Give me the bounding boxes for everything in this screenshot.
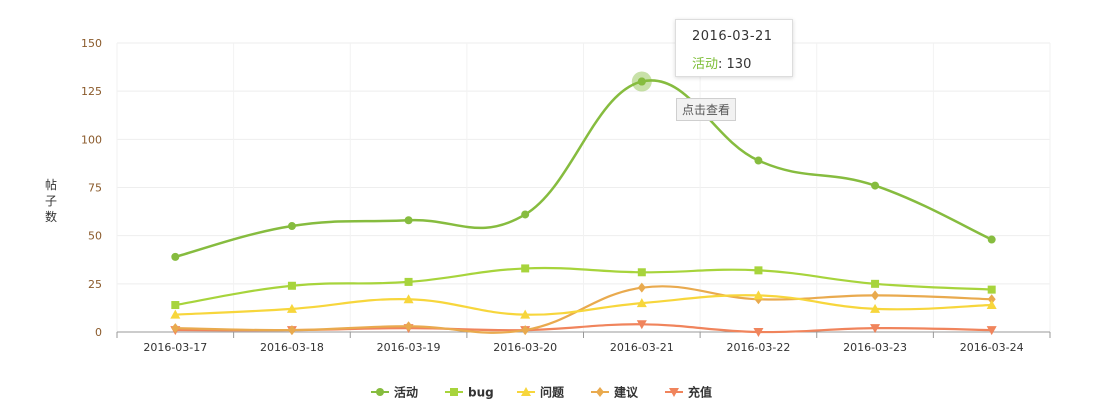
data-point xyxy=(636,298,647,308)
legend-label: bug xyxy=(468,386,494,400)
data-point xyxy=(287,325,296,336)
data-point xyxy=(754,156,763,165)
data-point xyxy=(754,266,763,275)
legend-label: 问题 xyxy=(540,385,565,400)
legend-item-5[interactable]: 充值 xyxy=(665,385,712,400)
y-axis-label: 帖子数 xyxy=(45,177,57,224)
series-3 xyxy=(170,290,997,319)
legend-label: 充值 xyxy=(688,385,712,400)
data-point xyxy=(987,235,996,244)
legend-marker xyxy=(521,387,531,396)
data-point xyxy=(987,285,996,294)
legend[interactable]: 活动 bug 问题 建议 充值 xyxy=(371,385,712,400)
legend-item-2[interactable]: bug xyxy=(445,386,494,400)
series-2 xyxy=(171,264,996,310)
data-point xyxy=(871,181,880,190)
data-point xyxy=(171,323,180,334)
data-point xyxy=(171,252,180,261)
data-point xyxy=(986,300,997,310)
legend-item-3[interactable]: 问题 xyxy=(517,385,565,400)
series-line xyxy=(174,79,993,259)
series-line xyxy=(175,266,992,307)
x-tick-label: 2016-03-23 xyxy=(843,341,907,354)
series-line xyxy=(175,285,992,334)
x-tick-label: 2016-03-21 xyxy=(610,341,674,354)
y-tick-label: 100 xyxy=(81,133,102,146)
data-point xyxy=(753,328,764,337)
series-line xyxy=(175,294,992,316)
data-point xyxy=(404,277,413,286)
legend-label: 建议 xyxy=(613,385,639,400)
data-point xyxy=(637,268,646,277)
legend-item-4[interactable]: 建议 xyxy=(591,385,639,400)
data-point xyxy=(987,294,996,305)
data-point xyxy=(287,281,296,290)
x-tick-label: 2016-03-22 xyxy=(726,341,790,354)
highlight-point xyxy=(637,77,646,86)
y-tick-label: 50 xyxy=(88,230,102,243)
axes: 0 25 50 75 100 125 150 2016-03-17 2016-03-18 2016… xyxy=(81,37,1051,354)
data-point xyxy=(521,264,530,273)
y-tick-label: 0 xyxy=(95,326,102,339)
y-tick-label: 150 xyxy=(81,37,102,50)
data-point xyxy=(520,309,531,319)
grid xyxy=(116,42,1051,332)
data-point xyxy=(171,301,180,310)
legend-marker xyxy=(596,387,604,397)
x-tick-label: 2016-03-18 xyxy=(260,341,324,354)
series-4 xyxy=(171,282,996,336)
y-tick-label: 125 xyxy=(81,85,102,98)
data-point xyxy=(637,282,646,293)
data-point xyxy=(870,324,881,334)
click-hint[interactable]: 点击查看 xyxy=(676,98,737,121)
data-point xyxy=(871,279,880,288)
legend-item-1[interactable]: 活动 xyxy=(371,385,418,400)
tooltip-series-name: 活动 xyxy=(692,57,719,72)
data-point xyxy=(403,294,414,304)
data-point xyxy=(286,303,297,313)
y-tick-label: 25 xyxy=(88,278,102,291)
data-point xyxy=(986,326,997,336)
legend-marker xyxy=(450,388,458,396)
data-point xyxy=(870,303,881,313)
y-tick-label: 75 xyxy=(88,182,102,195)
y-axis-title: 帖子数 xyxy=(45,177,57,224)
tooltip: 2016-03-21 活动: 130 xyxy=(675,19,793,77)
series-group xyxy=(170,71,997,337)
data-point xyxy=(521,325,530,336)
legend-marker xyxy=(376,388,384,396)
legend-marker xyxy=(669,388,679,397)
data-point xyxy=(521,210,530,219)
data-point xyxy=(753,290,764,300)
tooltip-date: 2016-03-21 xyxy=(692,29,773,44)
data-point xyxy=(287,222,296,231)
data-point xyxy=(404,321,413,332)
x-tick-label: 2016-03-17 xyxy=(143,341,207,354)
x-tick-label: 2016-03-24 xyxy=(960,341,1024,354)
data-point xyxy=(636,320,647,330)
tooltip-value: : 130 xyxy=(718,57,752,72)
data-point xyxy=(404,216,413,225)
legend-label: 活动 xyxy=(394,385,418,400)
data-point xyxy=(871,290,880,301)
x-tick-label: 2016-03-19 xyxy=(377,341,441,354)
x-tick-label: 2016-03-20 xyxy=(493,341,557,354)
data-point xyxy=(170,309,181,319)
